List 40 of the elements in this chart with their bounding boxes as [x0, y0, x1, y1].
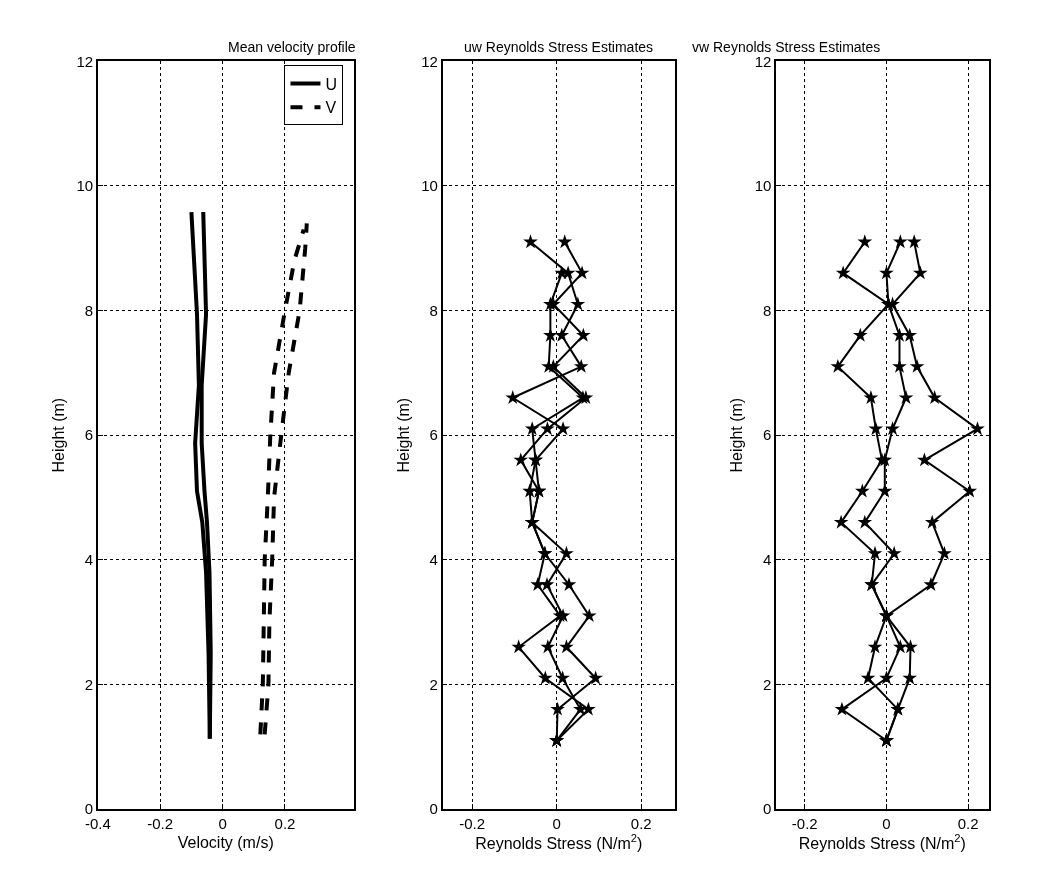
y-tick-label: 10: [754, 177, 772, 195]
y-tick-label: 6: [429, 426, 438, 444]
y-tick-label: 2: [84, 675, 94, 693]
x-axis-title: Reynolds Stress (N/m$^{2}$): [798, 831, 966, 852]
y-tick-label: 6: [84, 426, 94, 444]
x-tick-label: -0.2: [147, 814, 174, 832]
chart-title: uw Reynolds Stress Estimates: [464, 39, 654, 55]
y-tick-label: 8: [84, 301, 94, 319]
y-tick-label: 12: [754, 52, 772, 70]
y-tick-label: 4: [429, 551, 438, 569]
x-tick-label: 0.2: [957, 814, 979, 832]
y-tick-label: 8: [763, 301, 772, 319]
chart-title: vw Reynolds Stress Estimates: [692, 39, 881, 55]
x-tick-label: -0.2: [459, 814, 486, 832]
y-tick-label: 12: [76, 52, 94, 70]
y-tick-label: 12: [421, 52, 438, 70]
y-tick-label: 2: [429, 675, 438, 693]
legend-label: V: [325, 99, 337, 117]
y-tick-label: 2: [763, 675, 772, 693]
x-axis-title: Velocity (m/s): [177, 834, 274, 852]
y-tick-label: 4: [763, 551, 772, 569]
y-tick-label: 0: [763, 800, 772, 818]
y-axis-title: Height (m): [49, 397, 67, 473]
y-tick-label: 6: [763, 426, 772, 444]
x-tick-label: 0: [218, 814, 227, 832]
y-tick-label: 4: [84, 551, 94, 569]
x-tick-label: 0.2: [274, 814, 296, 832]
y-axis-title: Height (m): [394, 397, 412, 473]
x-tick-label: 0: [552, 814, 561, 832]
y-axis-title: Height (m): [728, 397, 746, 473]
y-tick-label: 0: [429, 800, 438, 818]
chart-title: Mean velocity profile: [228, 39, 356, 55]
y-tick-label: 8: [429, 301, 438, 319]
y-tick-label: 10: [76, 177, 94, 195]
y-tick-label: 10: [421, 177, 438, 195]
x-tick-label: -0.2: [791, 814, 818, 832]
x-tick-label: 0.2: [630, 814, 652, 832]
legend-label: U: [325, 75, 338, 93]
x-axis-title: Reynolds Stress (N/m$^{2}$): [475, 831, 643, 852]
x-tick-label: 0: [882, 814, 891, 832]
